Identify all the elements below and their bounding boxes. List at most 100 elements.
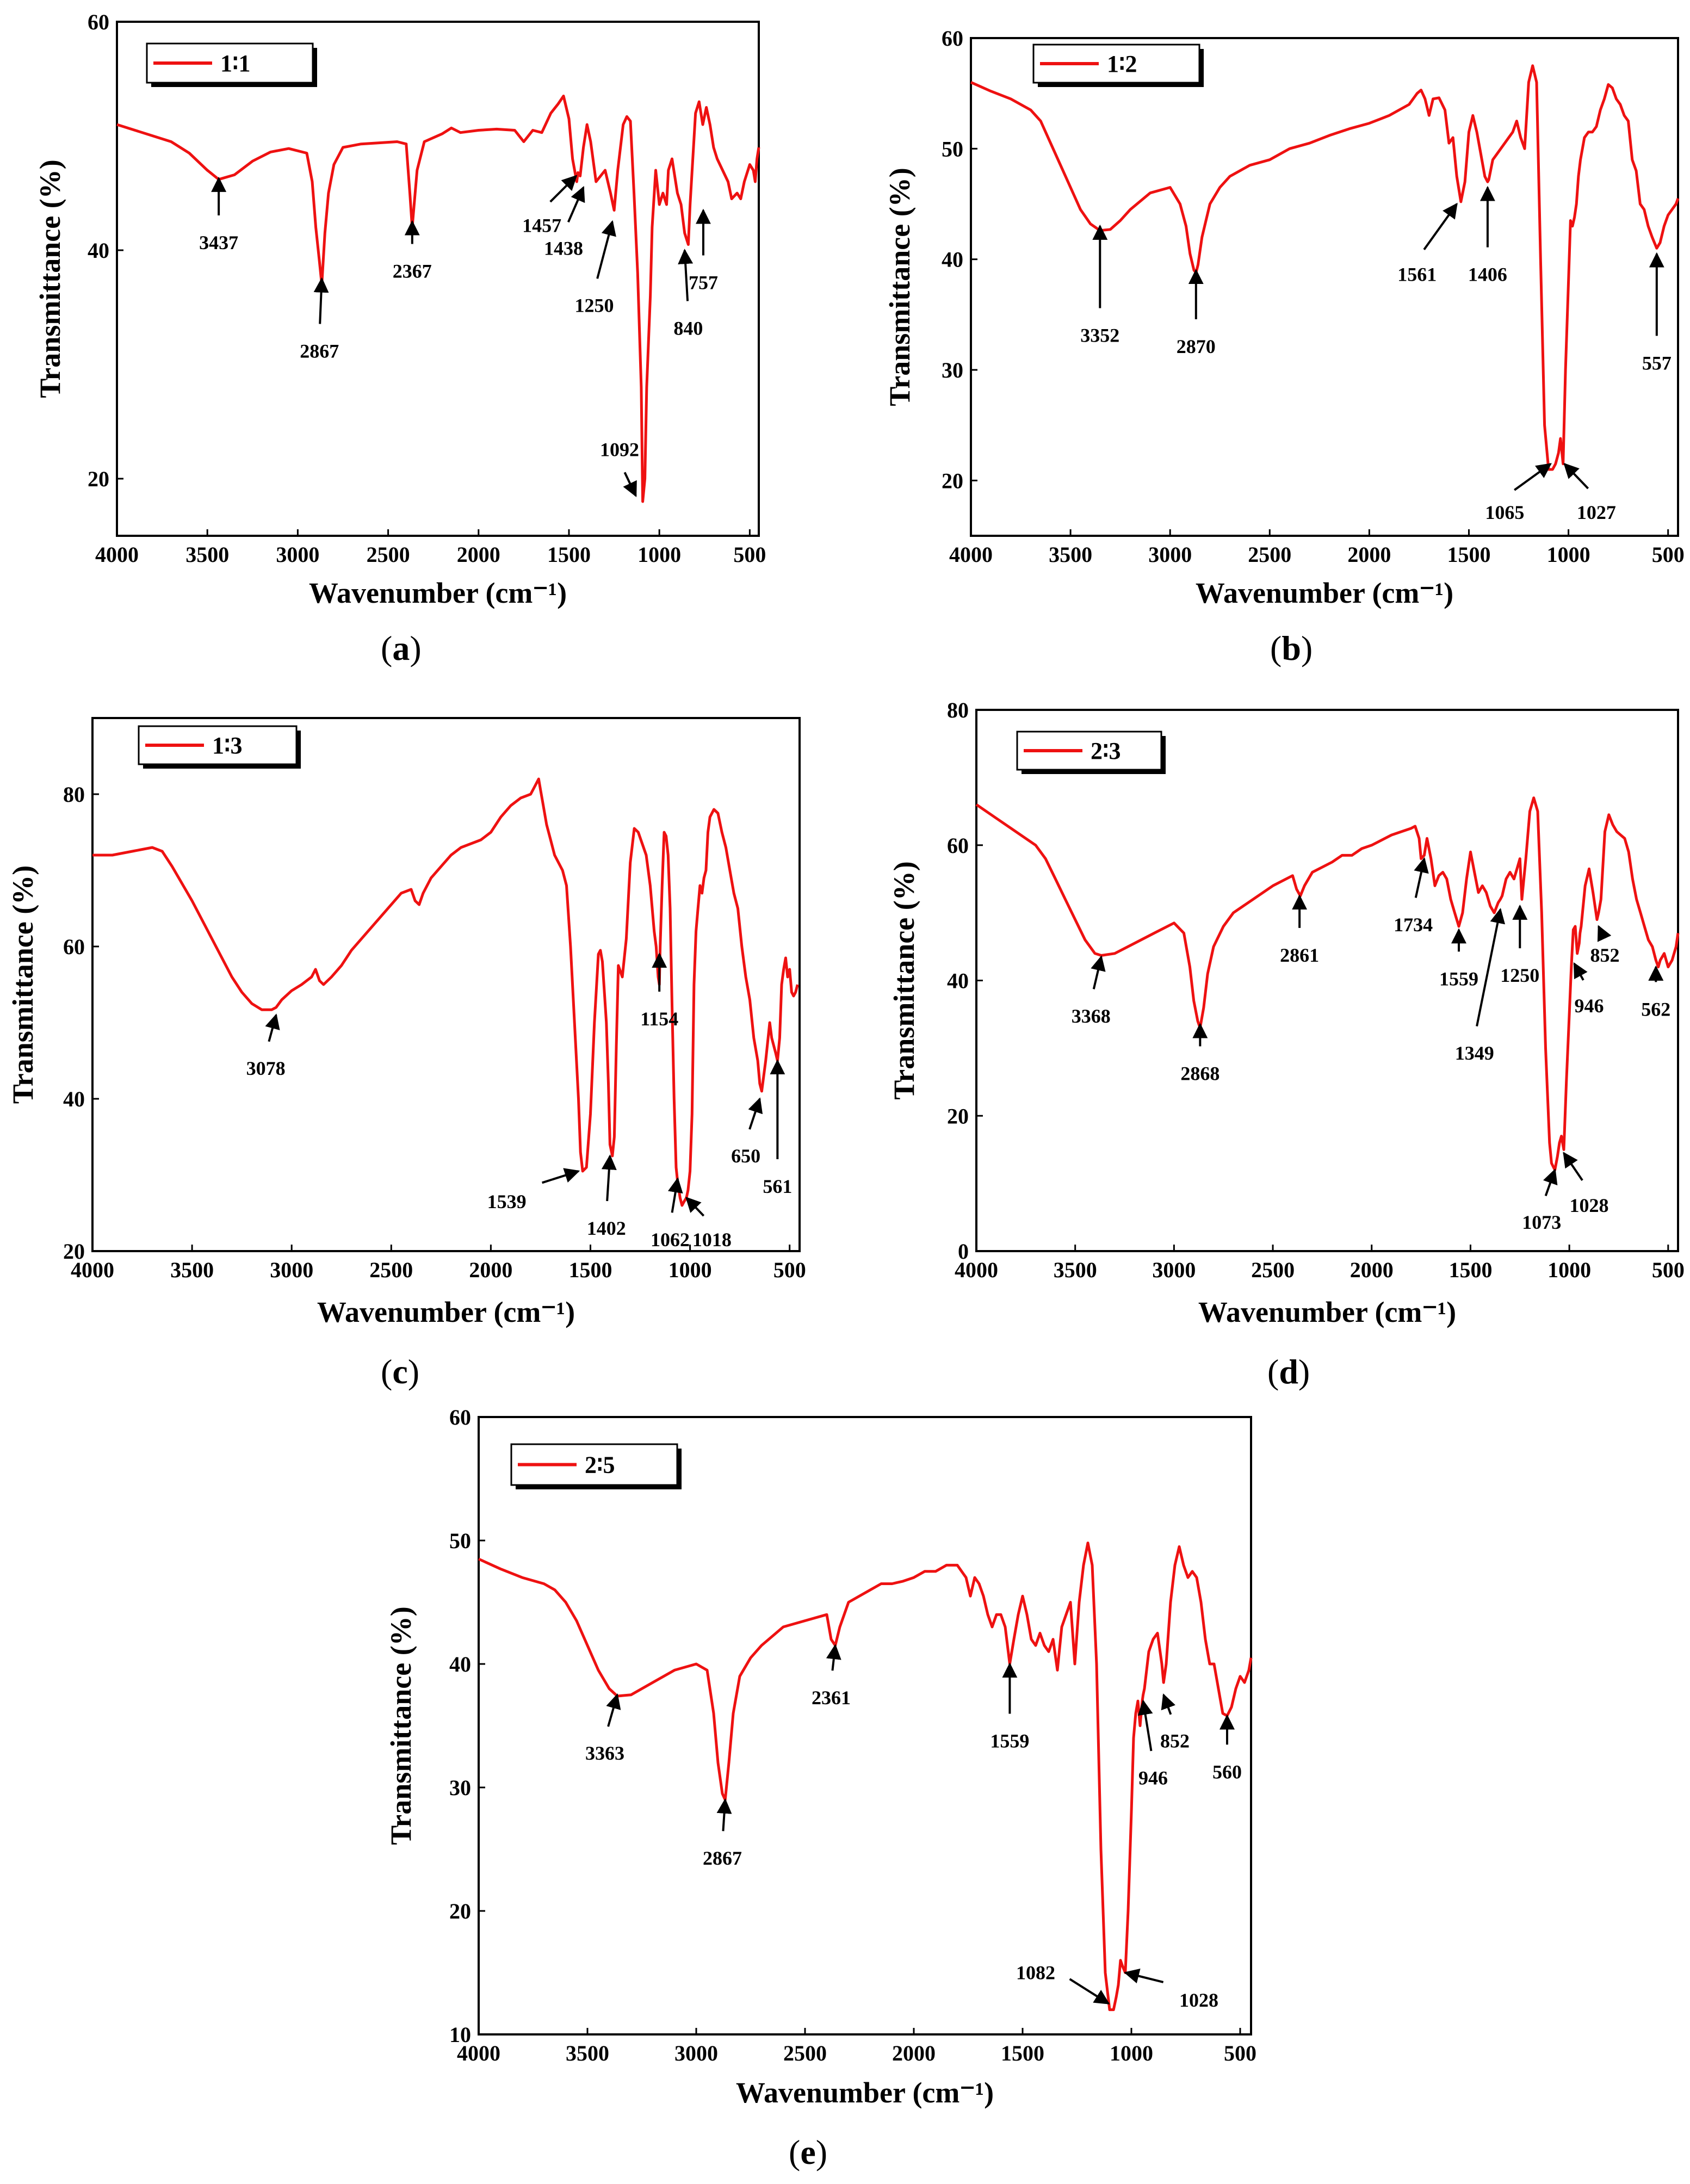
x-tick-label: 3500 — [1054, 1258, 1097, 1282]
x-tick-label: 1000 — [668, 1258, 712, 1282]
peak-arrow — [685, 1196, 705, 1217]
y-tick-label: 40 — [63, 1087, 85, 1111]
legend-label: 2∶5 — [585, 1452, 615, 1478]
panel-a-label: (a) — [381, 629, 422, 667]
peak-arrow — [549, 175, 578, 203]
peak-label: 3368 — [1072, 1005, 1111, 1027]
y-axis-title: Transmittance (%) — [385, 1606, 417, 1845]
panel-a: 4000 3500 3000 2500 2000 1500 1000 500 20 40 60 Wav… — [0, 0, 805, 685]
y-tick-label: 80 — [947, 698, 969, 722]
x-tick-label: 1500 — [568, 1258, 612, 1282]
spectrum-line — [92, 777, 799, 1207]
peak-label: 3437 — [199, 232, 238, 253]
panel-b-label: (b) — [1270, 629, 1313, 667]
y-tick-label: 20 — [449, 1899, 471, 1923]
peak-label: 2870 — [1177, 336, 1216, 357]
y-tick-label: 60 — [63, 935, 85, 959]
peak-label: 650 — [731, 1145, 760, 1167]
peak-label: 1559 — [1439, 968, 1478, 989]
panel-e: 4000 3500 3000 2500 2000 1500 1000 500 10 20 30 40 5… — [359, 1403, 1338, 2184]
x-tick-label: 4000 — [955, 1258, 998, 1282]
spectrum-line — [116, 95, 760, 503]
x-tick-label: 3000 — [276, 542, 319, 567]
peak-label: 946 — [1574, 995, 1604, 1017]
x-tick-label: 1000 — [1547, 1258, 1591, 1282]
peak-label: 1092 — [600, 439, 639, 461]
peak-label: 1402 — [587, 1217, 626, 1239]
peak-label: 560 — [1212, 1761, 1242, 1783]
peak-arrow — [716, 1798, 732, 1832]
peak-label: 1154 — [640, 1008, 678, 1030]
chart-a: 4000 3500 3000 2500 2000 1500 1000 500 20 40 60 Wav… — [34, 10, 766, 609]
x-tick-label: 2500 — [367, 542, 410, 567]
peak-arrow — [541, 1168, 580, 1184]
y-axis-title: Transmittance (%) — [34, 159, 66, 398]
peak-arrow — [596, 220, 616, 279]
x-tick-label: 3500 — [1049, 542, 1092, 567]
x-tick-label: 2000 — [1350, 1258, 1394, 1282]
panel-b: 4000 3500 3000 2500 2000 1500 1000 500 20 30 40 50 6… — [849, 0, 1690, 685]
x-axis-title: Wavenumber (cm⁻¹) — [1198, 1296, 1456, 1328]
peak-arrow — [1137, 1699, 1153, 1752]
x-tick-label: 500 — [1224, 2041, 1256, 2065]
peak-label: 3352 — [1080, 325, 1119, 347]
peak-arrow — [1476, 908, 1506, 1027]
peak-arrow — [667, 1177, 683, 1213]
peak-label: 2867 — [300, 341, 339, 362]
peak-arrow — [1161, 1693, 1176, 1715]
x-tick-label: 4000 — [71, 1258, 114, 1282]
y-tick-label: 60 — [942, 26, 963, 51]
peak-arrow — [748, 1097, 763, 1130]
x-tick-label: 1500 — [1001, 2041, 1044, 2065]
y-tick-label: 40 — [88, 238, 109, 263]
panel-c-label: (c) — [381, 1352, 420, 1391]
x-tick-label: 1000 — [637, 542, 681, 567]
x-tick-label: 2000 — [1347, 542, 1391, 567]
legend-label: 1∶1 — [220, 50, 250, 77]
spectrum-line — [970, 64, 1680, 471]
peak-label: 1250 — [575, 295, 614, 317]
peak-label: 1028 — [1179, 1989, 1218, 2011]
peak-label: 1561 — [1397, 264, 1437, 286]
x-tick-label: 500 — [773, 1258, 806, 1282]
peak-label: 2867 — [703, 1847, 742, 1869]
chart-c: 4000 3500 3000 2500 2000 1500 1000 500 20 40 60 80 W… — [7, 717, 806, 1328]
legend-label: 1∶3 — [212, 732, 242, 759]
x-tick-label: 2000 — [892, 2041, 936, 2065]
peak-label: 1457 — [522, 215, 561, 237]
peak-arrow — [1563, 1152, 1583, 1181]
peak-label: 1082 — [1016, 1962, 1055, 1984]
x-tick-label: 3500 — [566, 2041, 609, 2065]
y-tick-label: 80 — [63, 782, 85, 807]
peak-label: 2361 — [812, 1687, 851, 1709]
peak-label: 3363 — [585, 1742, 624, 1764]
peak-label: 1250 — [1500, 964, 1539, 986]
peak-arrow — [1124, 1969, 1164, 1984]
y-axis-title: Transmittance (%) — [883, 168, 916, 406]
peak-arrow — [1563, 462, 1589, 490]
peak-label: 946 — [1138, 1767, 1168, 1789]
peak-arrow — [313, 277, 329, 324]
y-tick-label: 40 — [449, 1652, 471, 1676]
peak-arrow — [1091, 955, 1106, 989]
peak-label: 1062 — [651, 1229, 690, 1251]
chart-e: 4000 3500 3000 2500 2000 1500 1000 500 10 20 30 40 5… — [385, 1405, 1256, 2109]
x-tick-label: 3500 — [185, 542, 229, 567]
peak-label: 561 — [763, 1175, 792, 1197]
x-tick-label: 1500 — [1447, 542, 1490, 567]
y-tick-label: 50 — [449, 1529, 471, 1553]
peak-label: 1073 — [1522, 1211, 1561, 1233]
peak-arrow — [623, 472, 637, 498]
x-tick-label: 3000 — [1152, 1258, 1196, 1282]
y-tick-label: 50 — [942, 137, 963, 161]
peak-arrow — [567, 185, 585, 223]
peak-label: 1559 — [990, 1730, 1029, 1752]
legend-label: 1∶2 — [1107, 51, 1137, 77]
y-axis-title: Transmittance (%) — [7, 865, 39, 1104]
peak-label: 2868 — [1180, 1063, 1219, 1085]
x-tick-label: 2000 — [457, 542, 500, 567]
y-tick-label: 30 — [449, 1775, 471, 1800]
x-tick-label: 1500 — [547, 542, 591, 567]
y-tick-label: 60 — [88, 10, 109, 34]
panel-d-label: (d) — [1267, 1352, 1310, 1391]
